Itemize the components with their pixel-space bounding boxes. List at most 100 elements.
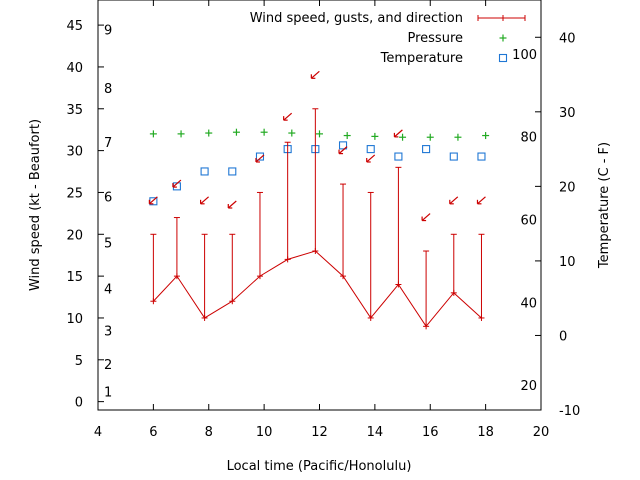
fahrenheit-label: 40: [520, 296, 537, 311]
pressure-point: [177, 130, 185, 138]
wind-direction-arrow: [199, 196, 209, 205]
temperature-point: [449, 152, 458, 161]
beaufort-label: 5: [104, 237, 112, 252]
fahrenheit-scale: 20 40 60 80 100: [512, 48, 537, 394]
beaufort-label: 2: [104, 358, 112, 373]
legend: Wind speed, gusts, and direction Pressure…: [250, 11, 526, 66]
pressure-point: [316, 130, 323, 138]
legend-marker: [477, 15, 526, 21]
pressure-point: [205, 129, 213, 137]
pressure-point: [232, 128, 240, 136]
pressure-point: [343, 132, 351, 140]
temperature-point: [338, 141, 348, 150]
temperature-point: [228, 167, 237, 176]
plot-frame: [97, 0, 542, 411]
axis-tick-labels: 4 6 8 10 12 14 16 18 20051015202530354045-100102…: [66, 19, 580, 440]
fahrenheit-label: 60: [520, 213, 537, 228]
legend-marker: [498, 53, 508, 63]
wind-gust-bar: [256, 191, 263, 280]
y2-tick-label: 20: [559, 180, 576, 195]
wind-speed-line: [153, 250, 482, 328]
pressure-point: [288, 129, 296, 137]
pressure-point: [454, 133, 462, 141]
wind-direction-arrow: [255, 154, 265, 163]
wind-gust-bar: [150, 233, 157, 305]
temperature-series: [149, 141, 486, 206]
x-tick-label: 6: [149, 425, 157, 440]
y-tick-label: 35: [66, 103, 83, 118]
wind-gust-bar: [423, 250, 430, 330]
beaufort-label: 4: [104, 283, 112, 298]
y-tick-label: 10: [66, 312, 83, 327]
x-tick-label: 4: [94, 425, 102, 440]
beaufort-label: 3: [104, 325, 112, 340]
y-tick-label: 20: [66, 228, 83, 243]
y2-tick-label: 0: [559, 329, 567, 344]
y2-tick-label: -10: [559, 404, 580, 419]
wind-direction-arrow: [283, 112, 293, 121]
pressure-point: [482, 132, 490, 140]
y-axis-title: Wind speed (kt - Beaufort): [28, 119, 43, 291]
legend-marker: [499, 34, 507, 42]
fahrenheit-label: 20: [520, 379, 537, 394]
wind-gust-bar: [284, 141, 291, 263]
wind-direction-arrow: [393, 129, 403, 138]
wind-direction-arrow: [421, 213, 431, 222]
legend-label: Pressure: [407, 31, 463, 46]
legend-label: Wind speed, gusts, and direction: [250, 11, 463, 26]
beaufort-label: 8: [104, 82, 112, 97]
wind-direction-arrow: [227, 200, 237, 209]
wind-direction-arrow: [310, 70, 320, 79]
wind-gust-bar: [229, 233, 236, 305]
beaufort-label: 6: [104, 191, 112, 206]
temperature-point: [422, 145, 431, 154]
wind-direction-arrow: [476, 196, 486, 205]
pressure-series: [149, 128, 490, 141]
beaufort-label: 7: [104, 136, 112, 151]
axis-ticks: [97, 0, 542, 411]
y2-tick-label: 40: [559, 31, 576, 46]
y-tick-label: 15: [66, 270, 83, 285]
y-tick-label: 0: [75, 396, 83, 411]
wind-gust-bar: [340, 183, 347, 280]
temperature-point: [394, 152, 403, 161]
wind-gust-bar: [367, 191, 374, 321]
pressure-point: [426, 133, 434, 141]
wind-direction-arrows: [148, 70, 486, 222]
x-tick-label: 14: [367, 425, 384, 440]
temperature-point: [477, 152, 486, 161]
x-tick-label: 16: [422, 425, 439, 440]
wind-gust-bar: [201, 233, 208, 321]
beaufort-scale: 1 2 3 4 5 6 7 8 9: [104, 23, 112, 400]
wind-gust-bar: [478, 233, 485, 321]
y-tick-label: 25: [66, 186, 83, 201]
y2-tick-label: 30: [559, 106, 576, 121]
y-tick-label: 40: [66, 61, 83, 76]
y2-tick-label: 10: [559, 255, 576, 270]
wind-gust-bar: [312, 108, 319, 255]
wind-gust-bar: [395, 166, 402, 288]
wind-direction-arrow: [338, 146, 348, 155]
y-tick-label: 45: [66, 19, 83, 34]
y2-axis-title: Temperature (C - F): [597, 142, 612, 269]
x-tick-label: 18: [477, 425, 494, 440]
pressure-point: [260, 128, 268, 136]
wind-gust-bar: [173, 217, 180, 280]
wind-direction-arrow: [148, 196, 158, 205]
beaufort-label: 1: [104, 386, 112, 401]
x-tick-label: 10: [256, 425, 273, 440]
wind-direction-arrow: [172, 179, 182, 188]
beaufort-label: 9: [104, 23, 112, 38]
fahrenheit-label: 80: [520, 131, 537, 146]
x-axis-title: Local time (Pacific/Honolulu): [227, 459, 412, 474]
pressure-point: [371, 132, 379, 140]
fahrenheit-label: 100: [512, 48, 537, 63]
y-tick-label: 5: [75, 354, 83, 369]
temperature-point: [255, 152, 265, 161]
pressure-point: [399, 133, 407, 141]
wind-direction-arrow: [366, 154, 376, 163]
legend-label: Temperature: [380, 51, 463, 66]
x-tick-label: 8: [205, 425, 213, 440]
wind-direction-arrow: [449, 196, 459, 205]
